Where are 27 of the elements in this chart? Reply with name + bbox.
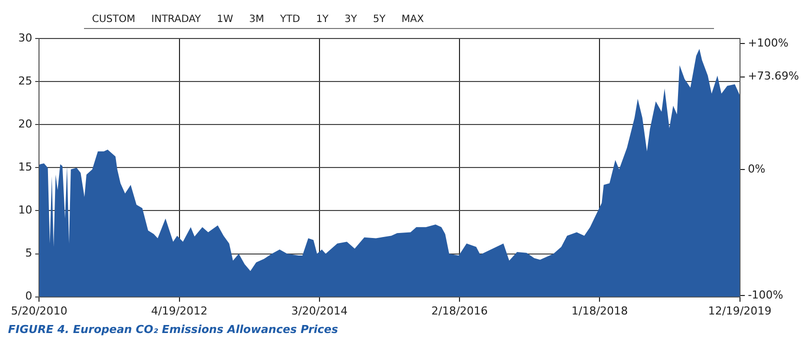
- x-tick-label: 4/19/2012: [151, 304, 208, 318]
- text: FIGURE 4. European CO₂ Emissions Allowances Prices: [8, 323, 340, 336]
- text: 5Y: [372, 14, 387, 27]
- x-tick-label: 5/20/2010: [11, 304, 68, 318]
- x-tick-label: 2/18/2016: [431, 304, 488, 318]
- text: MAX: [400, 14, 425, 27]
- y-tick-label: 15: [18, 160, 32, 174]
- y-tick-label: 5: [25, 246, 32, 260]
- y2-tick-label: +73.69%: [748, 70, 800, 83]
- text: 1W: [216, 14, 234, 27]
- y2-tick-label: 0%: [748, 162, 766, 176]
- y2-tick-label: -100%: [748, 288, 784, 302]
- text: INTRADAY: [150, 14, 202, 27]
- text: 3Y: [344, 14, 358, 27]
- y-tick-label: 10: [18, 204, 32, 217]
- y-tick-label: 30: [18, 31, 32, 44]
- x-tick-label: 3/20/2014: [291, 304, 348, 318]
- y2-tick-label: +100%: [748, 36, 789, 50]
- text: CUSTOM: [91, 14, 136, 27]
- text: YTD: [279, 14, 302, 27]
- x-tick-label: 12/19/2019: [708, 304, 772, 318]
- text: 3M: [248, 14, 266, 27]
- y-tick-label: 0: [25, 290, 32, 303]
- y-tick-label: 25: [18, 74, 32, 88]
- x-tick-label: 1/18/2018: [572, 304, 628, 318]
- text: 1Y: [315, 14, 330, 27]
- y-tick-label: 20: [18, 118, 32, 131]
